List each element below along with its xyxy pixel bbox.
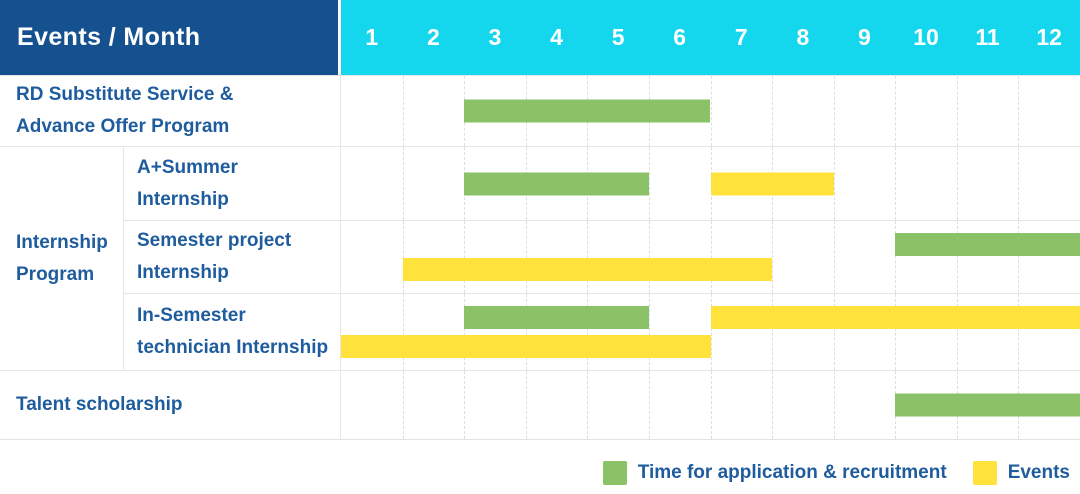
month-label-2: 2 <box>426 24 440 50</box>
month-gridline-7 <box>772 76 774 146</box>
label-line: Internship <box>137 188 229 210</box>
month-gridline-1 <box>402 371 404 439</box>
row-semester-project-internship: Semester project Internship <box>124 220 1080 293</box>
month-label-11: 11 <box>975 24 1000 50</box>
month-label-1: 1 <box>365 24 379 50</box>
month-gridline-6 <box>710 221 712 293</box>
month-gridline-8 <box>833 221 835 293</box>
row-chart-in-semester-technician <box>341 294 1080 370</box>
month-gridline-7 <box>772 371 774 439</box>
bar-events-month2-to-7 <box>402 258 773 281</box>
month-label-8: 8 <box>796 24 810 50</box>
row-a-summer-internship: A+Summer Internship <box>124 147 1080 220</box>
month-gridline-2 <box>464 371 466 439</box>
month-gridline-5 <box>648 294 650 370</box>
month-gridline-5 <box>648 147 650 220</box>
month-gridline-9 <box>895 221 897 293</box>
label-line: Program <box>16 263 95 285</box>
month-gridline-1 <box>402 76 404 146</box>
row-label-talent-scholarship: Talent scholarship <box>0 371 341 439</box>
month-gridline-4 <box>587 371 589 439</box>
month-gridline-11 <box>1018 76 1020 146</box>
month-label-10: 10 <box>913 24 939 50</box>
row-label-in-semester-technician: In-Semester technician Internship <box>124 294 341 370</box>
month-gridline-1 <box>402 147 404 220</box>
internship-program-group: Internship Program A+Summer Internship Sem… <box>0 146 1080 370</box>
month-gridline-10 <box>956 221 958 293</box>
month-label-9: 9 <box>858 24 871 50</box>
month-gridline-5 <box>648 221 650 293</box>
month-label-6: 6 <box>673 24 687 50</box>
month-gridline-3 <box>525 221 527 293</box>
month-gridline-9 <box>895 76 897 146</box>
month-gridline-6 <box>710 76 712 146</box>
month-gridline-7 <box>772 221 774 293</box>
month-label-5: 5 <box>611 24 625 50</box>
row-label-a-summer: A+Summer Internship <box>124 147 341 220</box>
bar-events-month7-to-12 <box>710 306 1080 329</box>
row-talent-scholarship: Talent scholarship <box>0 370 1080 440</box>
row-chart-talent-scholarship <box>341 371 1080 439</box>
label-line: RD Substitute Service & <box>16 84 234 105</box>
header-row: Events / Month 1 2 3 4 5 6 7 8 9 10 11 12 <box>0 0 1080 75</box>
label-line: Internship <box>16 231 108 253</box>
month-header-row: 1 2 3 4 5 6 7 8 9 10 11 12 <box>341 0 1080 75</box>
month-gridline-10 <box>956 76 958 146</box>
month-gridline-1 <box>402 221 404 293</box>
row-rd-substitute-service: RD Substitute Service & Advance Offer Pro… <box>0 75 1080 146</box>
month-gridline-1 <box>402 294 404 370</box>
row-in-semester-technician-internship: In-Semester technician Internship <box>124 293 1080 370</box>
bar-events-month7-to-8 <box>710 172 834 195</box>
month-gridline-2 <box>464 221 466 293</box>
month-gridline-8 <box>833 76 835 146</box>
month-gridline-11 <box>1018 221 1020 293</box>
month-gridline-9 <box>895 147 897 220</box>
month-gridline-11 <box>1018 147 1020 220</box>
bar-application-month3-to-6 <box>464 99 711 123</box>
internship-program-rows: A+Summer Internship Semester project Inter… <box>124 147 1080 370</box>
label-line: technician Internship <box>137 337 329 358</box>
schedule-table: Events / Month 1 2 3 4 5 6 7 8 9 10 11 12 RD Substi… <box>0 0 1080 440</box>
application-legend-label: Time for application & recruitment <box>637 462 947 483</box>
bar-application-month3-to-5 <box>464 172 649 195</box>
month-gridline-8 <box>833 371 835 439</box>
month-gridline-6 <box>710 371 712 439</box>
month-gridline-10 <box>956 147 958 220</box>
row-label-rd-substitute: RD Substitute Service & Advance Offer Pro… <box>0 76 341 146</box>
label-line: Semester project <box>137 230 292 251</box>
label-line: Internship <box>137 262 229 283</box>
group-label-internship-program: Internship Program <box>0 147 124 370</box>
month-gridline-3 <box>525 371 527 439</box>
bar-events-month1-to-6 <box>341 335 711 358</box>
events-legend-label: Events <box>1007 462 1070 483</box>
events-month-header: Events / Month <box>0 0 341 75</box>
month-label-7: 7 <box>734 24 748 50</box>
application-legend-swatch <box>602 461 627 485</box>
label-line: Talent scholarship <box>16 394 183 415</box>
label-line: In-Semester <box>137 305 246 326</box>
month-label-3: 3 <box>488 24 502 50</box>
month-gridline-5 <box>648 371 650 439</box>
row-chart-a-summer <box>341 147 1080 220</box>
legend: Time for application & recruitment Event… <box>602 460 1070 486</box>
bar-application-month10-to-12 <box>895 393 1080 417</box>
label-line: Advance Offer Program <box>16 116 230 137</box>
month-gridline-4 <box>587 221 589 293</box>
row-chart-rd-substitute <box>341 76 1080 146</box>
row-label-semester-project: Semester project Internship <box>124 221 341 293</box>
month-label-12: 12 <box>1036 24 1062 50</box>
events-legend-swatch <box>972 461 997 485</box>
label-line: A+Summer <box>137 156 238 178</box>
row-chart-semester-project <box>341 221 1080 293</box>
month-label-4: 4 <box>550 24 563 50</box>
bar-application-month3-to-5 <box>464 306 649 329</box>
month-gridline-8 <box>833 147 835 220</box>
bar-application-month10-to-12 <box>895 233 1080 256</box>
